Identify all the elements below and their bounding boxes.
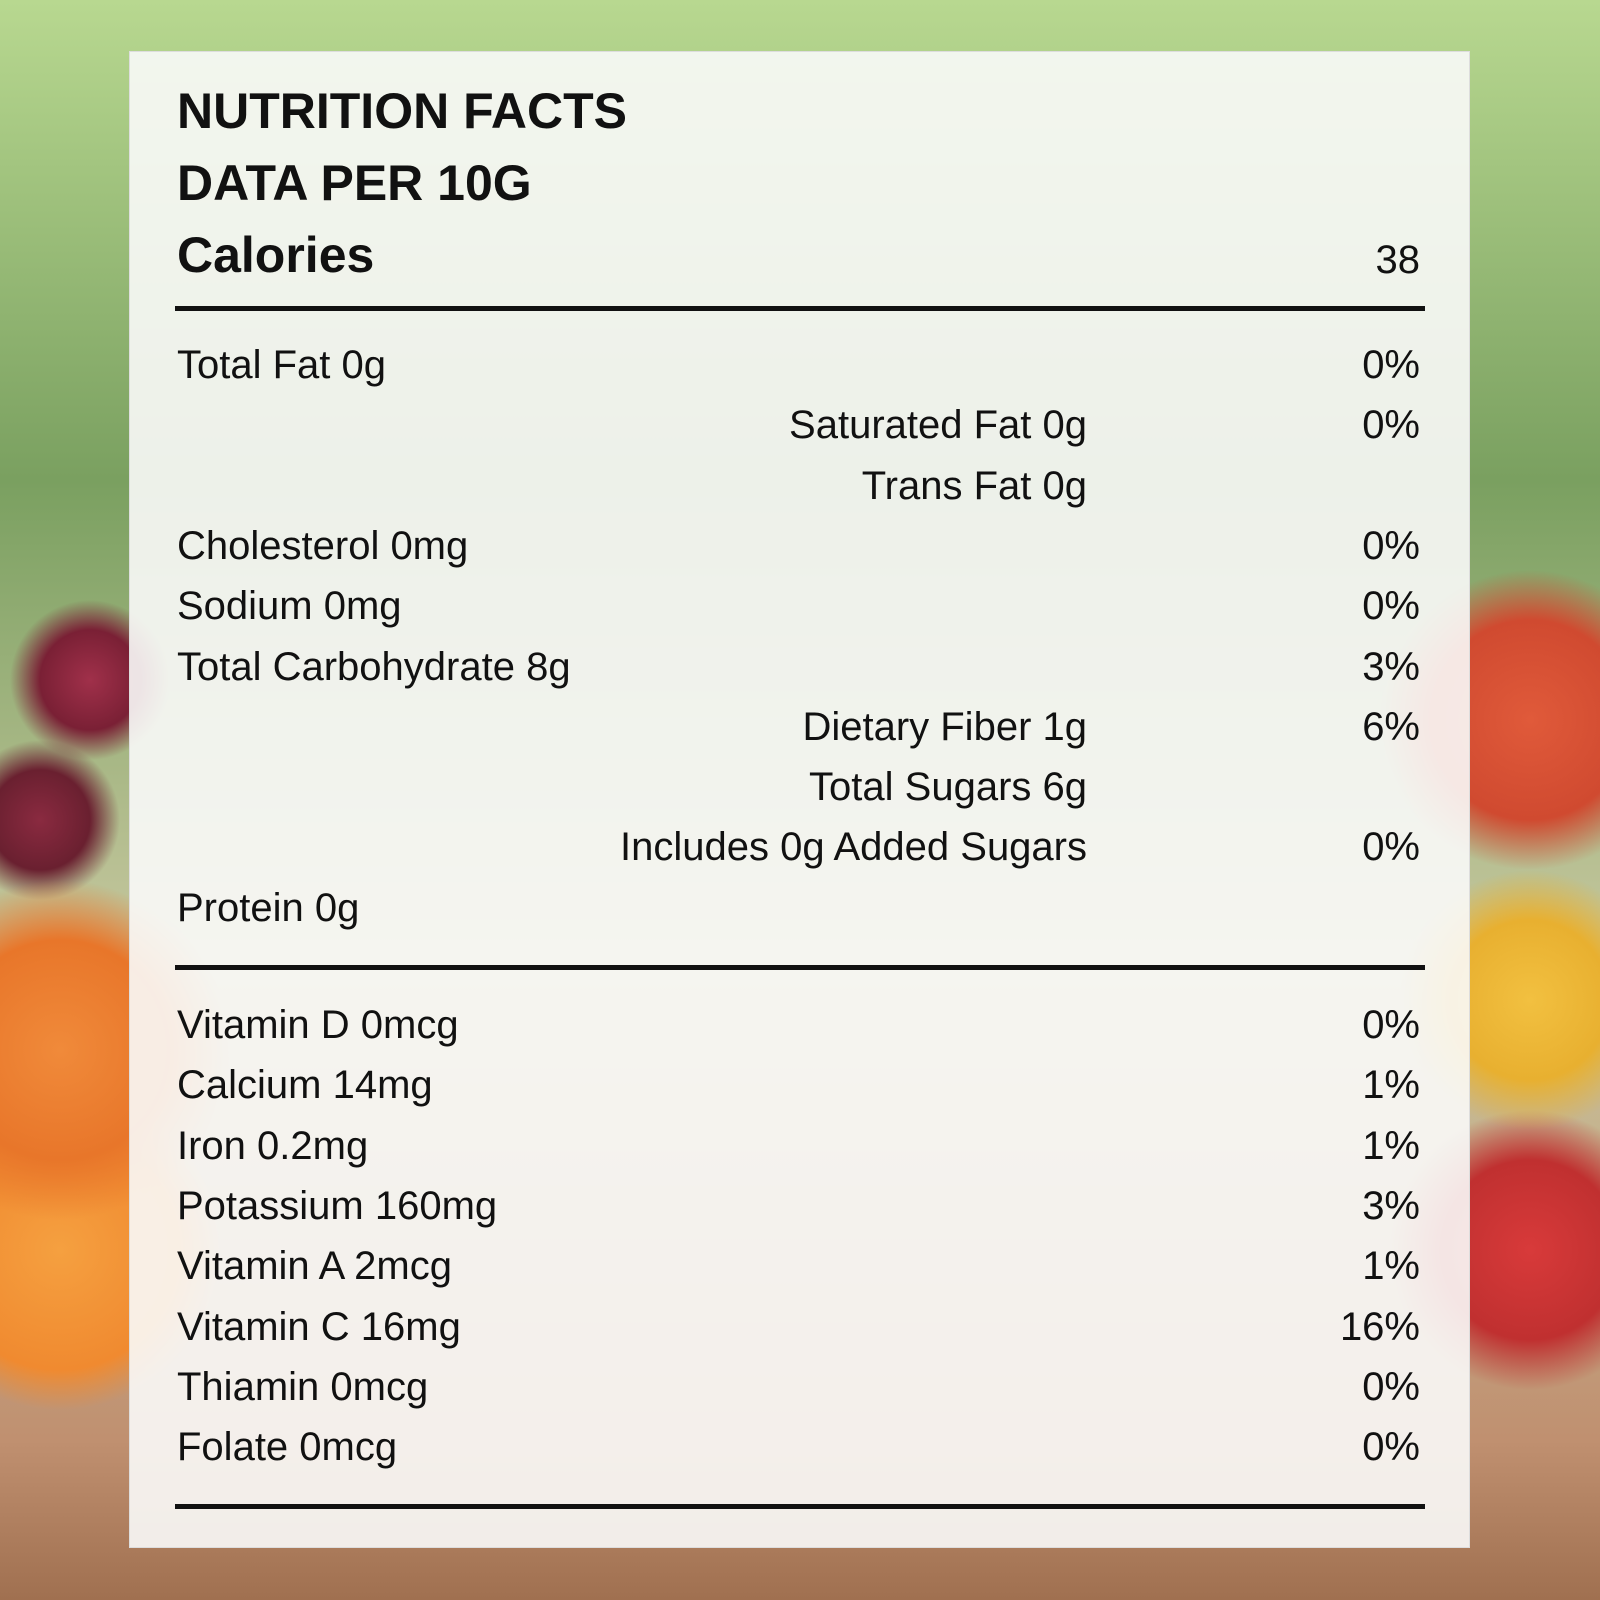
daily-value: 1%	[1362, 1123, 1420, 1168]
nutrient-label: Total Carbohydrate 8g	[177, 644, 571, 689]
daily-value: 16%	[1339, 1304, 1420, 1349]
rule	[175, 1504, 1425, 1509]
nutrient-label: Includes 0g Added Sugars	[619, 825, 1087, 870]
daily-value: 3%	[1362, 1183, 1420, 1228]
nutrient-label: Thiamin 0mcg	[177, 1364, 429, 1409]
daily-value: 0%	[1362, 825, 1420, 870]
daily-value: 1%	[1362, 1063, 1420, 1108]
nutrient-label: Vitamin A 2mcg	[177, 1244, 452, 1289]
calories-label: Calories	[177, 227, 375, 283]
daily-value: 3%	[1362, 644, 1420, 689]
calories-value: 38	[1375, 238, 1421, 282]
nutrient-label: Vitamin D 0mcg	[177, 1003, 459, 1047]
daily-value: 0%	[1362, 1364, 1420, 1409]
subtitle: DATA PER 10G	[177, 155, 532, 211]
nutrient-label: Dietary Fiber 1g	[802, 704, 1087, 749]
daily-value: 6%	[1362, 704, 1420, 749]
rule	[175, 306, 1425, 311]
nutrient-label: Cholesterol 0mg	[177, 523, 469, 568]
daily-value: 1%	[1362, 1244, 1420, 1289]
daily-value: 0%	[1362, 584, 1420, 629]
nutrient-label: Vitamin C 16mg	[177, 1304, 461, 1349]
nutrient-label: Saturated Fat 0g	[789, 403, 1087, 448]
title: NUTRITION FACTS	[177, 83, 627, 139]
daily-value: 0%	[1362, 1003, 1420, 1047]
rule	[175, 965, 1425, 970]
nutrient-label: Protein 0g	[177, 885, 360, 930]
nutrient-label: Potassium 160mg	[177, 1183, 498, 1228]
nutrient-label: Trans Fat 0g	[861, 463, 1087, 508]
nutrient-label: Iron 0.2mg	[177, 1123, 369, 1168]
daily-value: 0%	[1362, 1425, 1420, 1470]
nutrient-label: Calcium 14mg	[177, 1063, 433, 1108]
daily-value: 0%	[1362, 523, 1420, 568]
nutrient-label: Total Sugars 6g	[809, 765, 1087, 810]
daily-value: 0%	[1362, 403, 1420, 448]
nutrient-label: Folate 0mcg	[177, 1425, 398, 1470]
nutrient-label: Total Fat 0g	[177, 343, 387, 387]
label-panel	[129, 51, 1470, 1548]
daily-value: 0%	[1362, 343, 1420, 387]
nutrient-label: Sodium 0mg	[177, 584, 402, 629]
